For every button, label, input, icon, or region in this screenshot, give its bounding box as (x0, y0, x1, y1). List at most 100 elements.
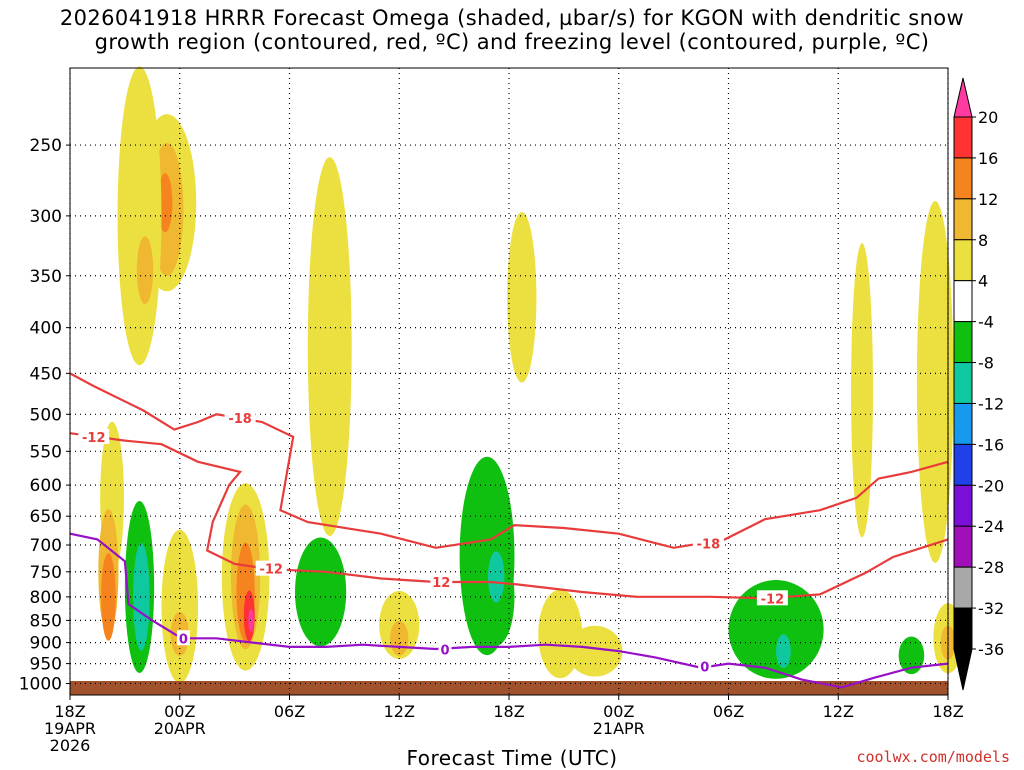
omega-shading (98, 66, 963, 684)
contour-label-bg-0 (224, 410, 256, 426)
colorbar-bottom-arrow (953, 648, 973, 691)
y-tick-label-500: 500 (30, 405, 62, 425)
y-tick-label-1000: 1000 (19, 675, 62, 695)
contour-label-bg-6 (176, 630, 190, 646)
colorbar-label-3: 8 (978, 231, 988, 250)
contour-label-6: 0 (179, 632, 188, 647)
colorbar-label-8: -16 (978, 435, 1004, 454)
colorbar-segment-9 (953, 484, 973, 527)
omega-region-20 (567, 625, 623, 677)
colorbar-label-1: 16 (978, 149, 998, 168)
contour-label-8: 0 (700, 660, 709, 675)
omega-region-27 (294, 537, 347, 647)
title-line-2: growth region (contoured, red, ºC) and f… (94, 30, 930, 54)
x-tick-label-2-0: 06Z (274, 702, 305, 721)
colorbar-segment-4 (953, 280, 973, 323)
y-tick-label-350: 350 (30, 267, 62, 287)
contour-label-bg-8 (698, 658, 712, 674)
contour-label-bg-3 (430, 574, 453, 590)
omega-region-21 (851, 243, 874, 538)
x-tick-label-0-1: 19APR (44, 719, 96, 738)
x-tick-label-3-0: 12Z (384, 702, 415, 721)
contour-label-7: 0 (440, 643, 449, 658)
y-tick-label-750: 750 (30, 563, 62, 583)
colorbar-segment-12 (953, 607, 973, 650)
colorbar-label-0: 20 (978, 108, 998, 127)
x-tick-label-7-0: 12Z (823, 702, 854, 721)
colorbar-label-2: 12 (978, 190, 998, 209)
colorbar-label-5: -4 (978, 313, 994, 332)
x-tick-label-8-0: 18Z (932, 702, 963, 721)
contour-label-bg-4 (692, 535, 724, 551)
omega-region-4 (136, 236, 154, 305)
omega-region-8 (161, 529, 199, 684)
x-tick-label-0-0: 18Z (54, 702, 85, 721)
omega-region-31 (728, 580, 824, 679)
omega-region-18 (507, 212, 537, 383)
contour-label-0: -18 (228, 412, 252, 427)
contours: -18 -12 -12 12 -18 -12 0 0 0 (69, 372, 949, 689)
contour-label-3: 12 (432, 576, 450, 591)
y-axis: 250 300 350 400 450 500 550 600 650 700 750 800 850 9… (19, 136, 70, 695)
omega-region-2 (157, 173, 173, 233)
contour-label-bg-5 (756, 590, 788, 606)
y-tick-label-450: 450 (30, 364, 62, 384)
y-tick-label-550: 550 (30, 442, 62, 462)
contour-label-bg-7 (438, 641, 452, 657)
contour-label-bg-1 (78, 428, 110, 444)
contour-label-4: -18 (697, 537, 721, 552)
contour-2 (69, 532, 949, 689)
colorbar-label-12: -32 (978, 599, 1004, 618)
omega-region-3 (117, 66, 162, 366)
omega-region-32 (776, 634, 791, 669)
omega-region-26 (133, 543, 150, 651)
chart-title: 2026041918 HRRR Forecast Omega (shaded, … (0, 6, 1024, 54)
x-tick-label-5-1: 21APR (593, 719, 645, 738)
colorbar-segment-2 (953, 198, 973, 241)
contour-0 (69, 372, 949, 549)
contour-label-5: -12 (761, 592, 785, 607)
y-tick-label-800: 800 (30, 588, 62, 608)
omega-region-22 (916, 201, 954, 563)
y-tick-label-700: 700 (30, 536, 62, 556)
omega-region-33 (898, 636, 925, 675)
x-tick-label-4-0: 18Z (493, 702, 524, 721)
omega-region-7 (101, 552, 116, 641)
colorbar-segment-11 (953, 566, 973, 609)
colorbar-label-6: -8 (978, 354, 994, 373)
source-credit[interactable]: coolwx.com/models (856, 748, 1010, 766)
contour-label-1: -12 (82, 431, 106, 446)
colorbar: 20 16 12 8 4 -4 -8 -12 -16 -20 -24 -28 -32 -36 (953, 77, 1004, 691)
x-tick-label-1-1: 20APR (154, 719, 206, 738)
x-tick-label-6-0: 06Z (713, 702, 744, 721)
y-tick-label-600: 600 (30, 476, 62, 496)
colorbar-segment-0 (953, 116, 973, 159)
x-tick-label-0-2: 2026 (50, 736, 91, 755)
x-tick-label-5-0: 00Z (603, 702, 634, 721)
colorbar-label-7: -12 (978, 394, 1004, 413)
omega-region-30 (487, 551, 505, 603)
y-tick-label-400: 400 (30, 319, 62, 339)
y-tick-label-250: 250 (30, 136, 62, 156)
colorbar-segment-1 (953, 157, 973, 200)
colorbar-segment-10 (953, 525, 973, 568)
omega-region-15 (307, 157, 352, 536)
y-tick-label-300: 300 (30, 207, 62, 227)
colorbar-top-arrow (953, 77, 973, 118)
omega-region-14 (248, 608, 254, 632)
colorbar-segment-3 (953, 239, 973, 282)
colorbar-segment-5 (953, 321, 973, 364)
colorbar-label-10: -24 (978, 517, 1004, 536)
y-tick-label-950: 950 (30, 655, 62, 675)
colorbar-label-9: -20 (978, 476, 1004, 495)
contour-label-bg-2 (255, 560, 287, 576)
colorbar-label-11: -28 (978, 558, 1004, 577)
y-tick-label-850: 850 (30, 611, 62, 631)
y-tick-label-900: 900 (30, 634, 62, 654)
x-tick-label-1-0: 00Z (164, 702, 195, 721)
x-axis-label: Forecast Time (UTC) (406, 746, 618, 770)
title-line-1: 2026041918 HRRR Forecast Omega (shaded, … (59, 6, 965, 30)
colorbar-segment-8 (953, 443, 973, 486)
